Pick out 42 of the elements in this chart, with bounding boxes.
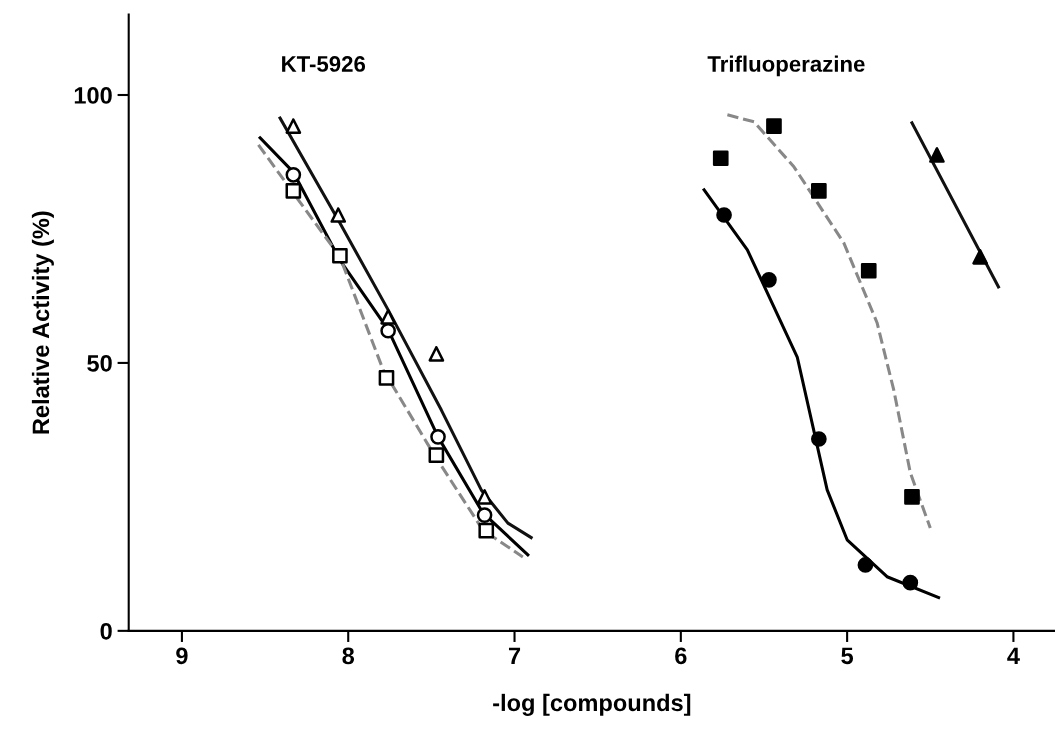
y-axis-title: Relative Activity (%)	[31, 211, 54, 434]
point	[902, 574, 919, 591]
point	[860, 262, 877, 279]
point	[712, 150, 729, 167]
x-tick-label: 5	[841, 647, 854, 665]
point	[811, 183, 827, 199]
point	[929, 147, 945, 163]
line-series	[702, 188, 941, 600]
line-series	[278, 116, 533, 540]
x-tick-label: 8	[342, 647, 355, 665]
x-tick-label: 7	[508, 647, 521, 664]
point	[428, 447, 445, 463]
point	[332, 247, 348, 264]
line-series	[725, 113, 932, 530]
point	[766, 118, 782, 134]
point	[478, 522, 495, 539]
point	[430, 429, 446, 445]
y-tick-label: 0	[100, 622, 112, 640]
point	[716, 207, 732, 223]
point	[476, 507, 493, 523]
annotation: Trifluoperazine	[707, 55, 865, 77]
point	[285, 183, 302, 199]
point	[857, 557, 874, 573]
x-tick-label: 4	[1007, 647, 1020, 664]
x-axis-title: -log [compounds]	[493, 693, 691, 716]
point	[972, 248, 988, 265]
point	[330, 207, 347, 223]
point	[811, 431, 827, 447]
point	[285, 167, 302, 183]
x-tick-label: 9	[176, 647, 188, 665]
point	[761, 272, 777, 288]
y-tick-label: 50	[87, 354, 112, 372]
annotation: KT-5926	[282, 56, 366, 72]
point	[285, 118, 302, 134]
point	[380, 309, 396, 325]
point	[378, 370, 395, 386]
point	[904, 489, 920, 505]
x-tick-label: 6	[675, 647, 687, 665]
y-tick-label: 100	[74, 87, 112, 104]
point	[428, 345, 445, 362]
point	[380, 322, 396, 339]
point	[476, 489, 493, 505]
